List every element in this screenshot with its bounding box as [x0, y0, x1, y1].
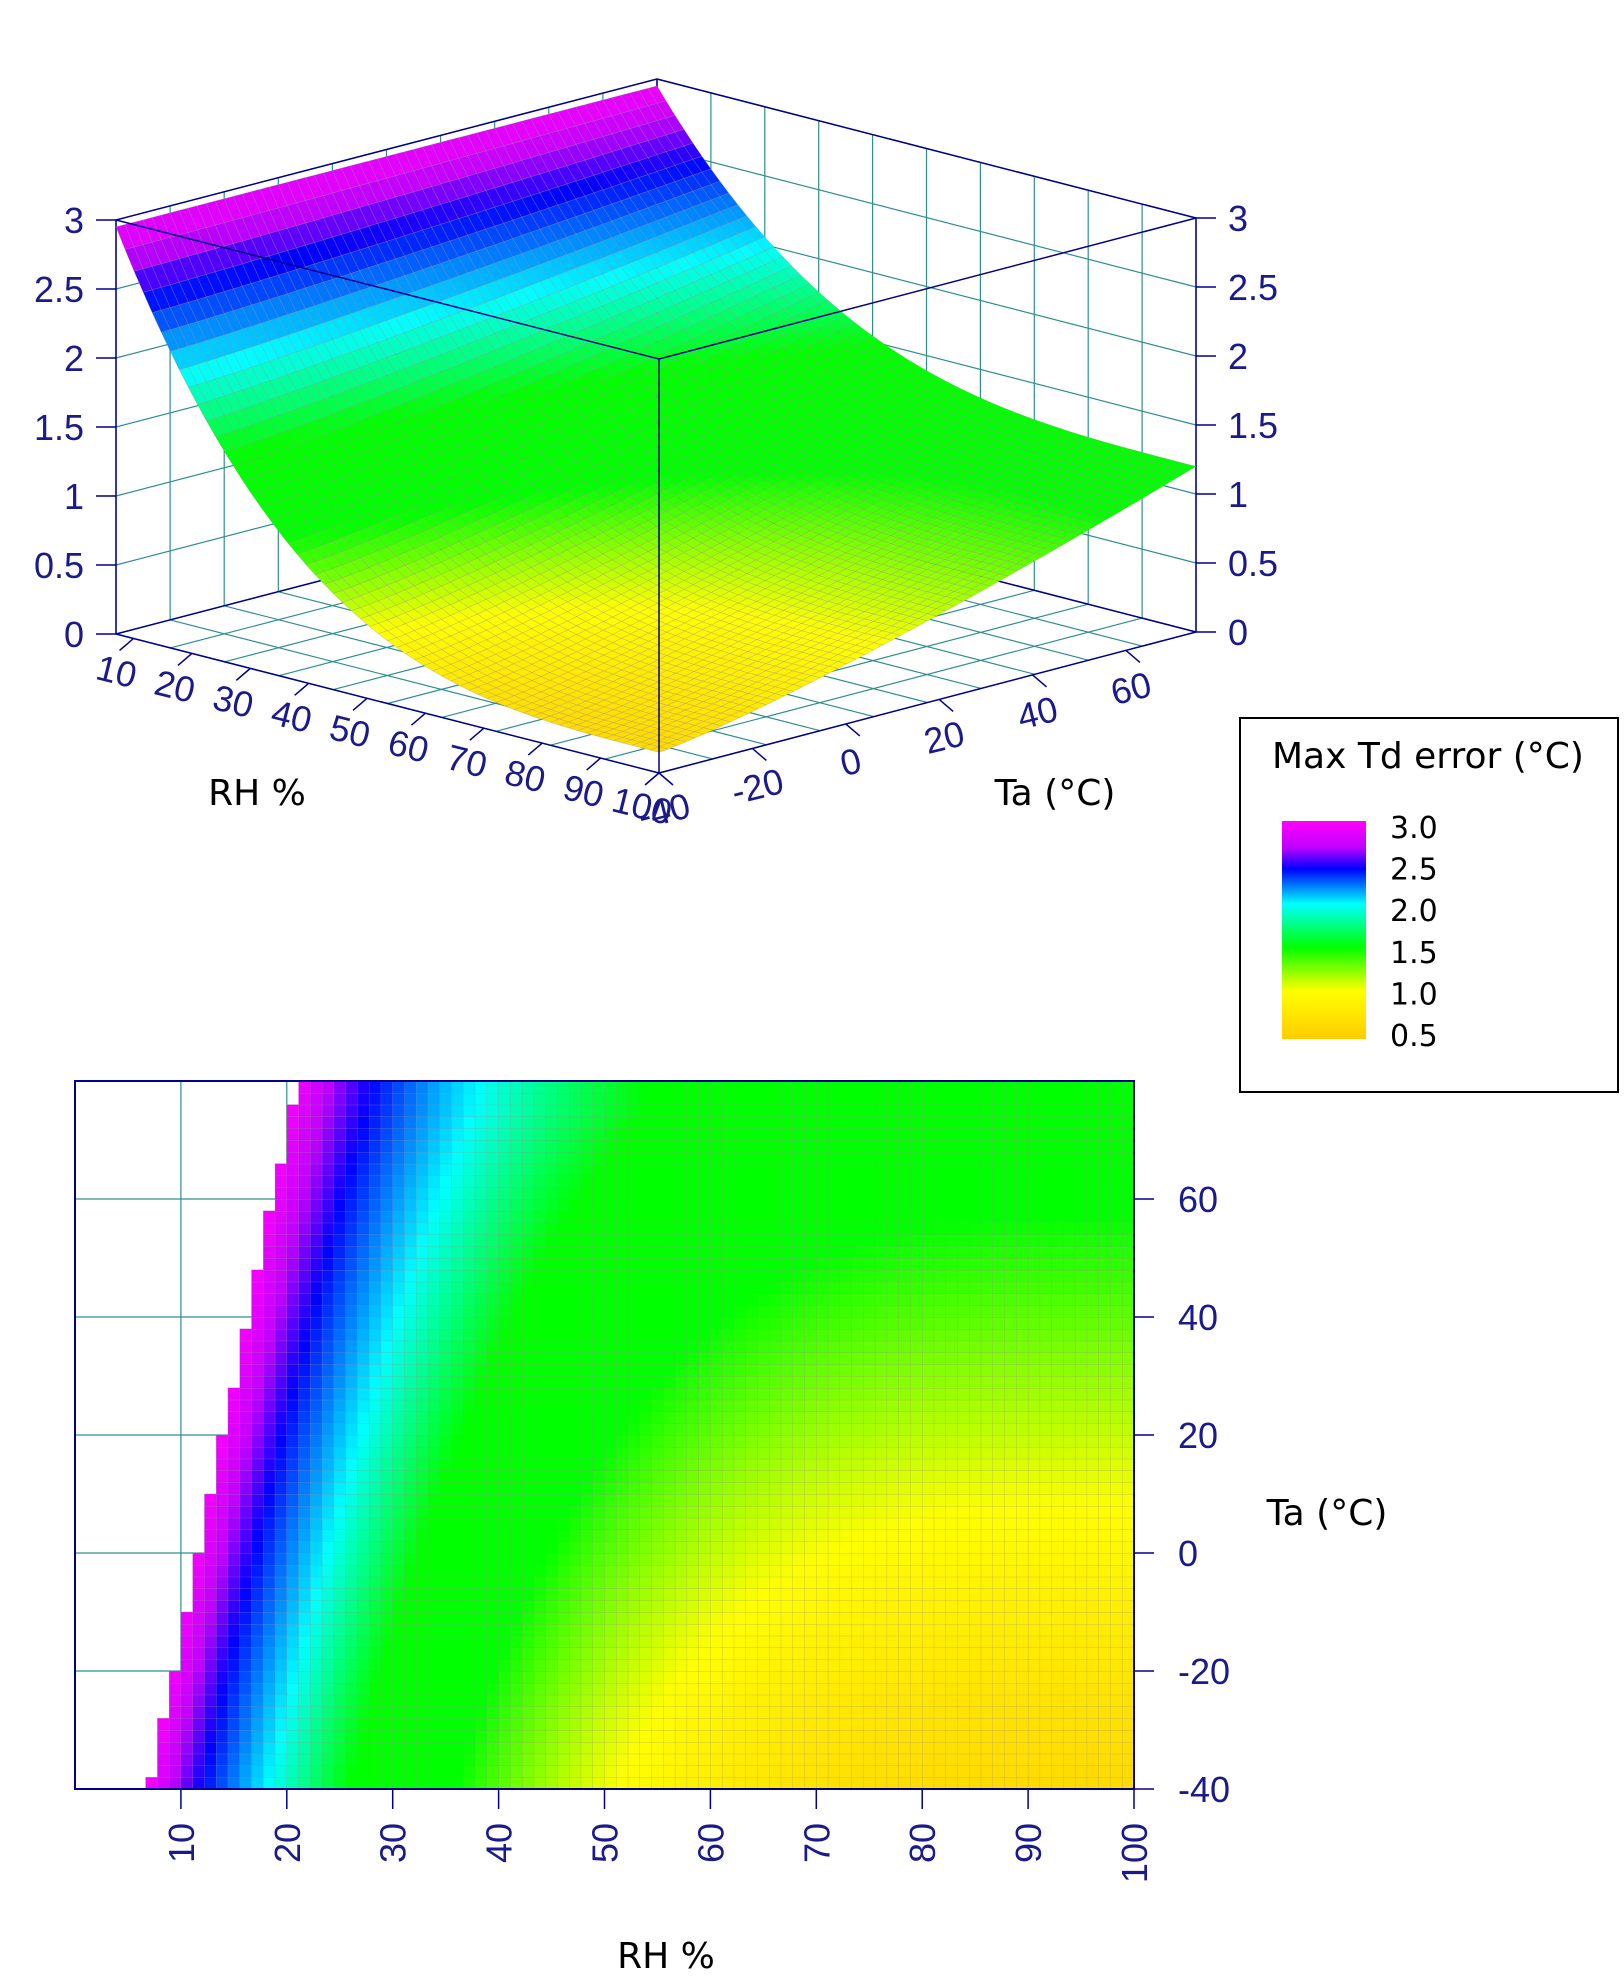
- legend-label: 3.0: [1390, 811, 1438, 846]
- surface-mesh: [115, 85, 1197, 753]
- legend-label: 2.0: [1390, 894, 1438, 929]
- legend-color-bar: [1282, 821, 1366, 1039]
- heatmap-y-tick: 40: [1178, 1297, 1218, 1338]
- legend-labels: 3.0 2.5 2.0 1.5 1.0 0.5: [1390, 811, 1438, 1054]
- rh-tick: 80: [501, 751, 550, 800]
- heatmap-mesh: [145, 1081, 1134, 1789]
- rh-tick: 60: [384, 721, 433, 770]
- legend-label: 1.5: [1390, 936, 1438, 971]
- rh-tick: 10: [92, 647, 141, 696]
- heatmap-ticks: -40 -20 0 20 40 60 10 20 30 40 50 60 70 80 90 100: [161, 1179, 1230, 1883]
- z-tick-left: 3: [64, 200, 84, 241]
- z-tick-left: 2.5: [34, 269, 84, 310]
- heatmap-y-label: Ta (°C): [1266, 1493, 1388, 1534]
- rh-tick: 70: [442, 736, 491, 785]
- z-tick-left: 0.5: [34, 545, 84, 586]
- ta-tick: 20: [920, 713, 969, 762]
- heatmap-x-tick: 10: [161, 1823, 202, 1863]
- z-tick-right: 1: [1228, 474, 1248, 515]
- z-tick-right: 1.5: [1228, 405, 1278, 446]
- ta-tick: 0: [836, 740, 865, 785]
- legend-label: 2.5: [1390, 853, 1438, 888]
- heatmap-x-tick: 60: [690, 1823, 731, 1863]
- heatmap-x-tick: 80: [902, 1823, 943, 1863]
- surface-3d-chart: 0 00.5 0.51 11.5 1.52 22.5 2.53 310 20 30 40 50 60 70…: [34, 78, 1278, 837]
- rh-axis-label: RH %: [208, 773, 306, 814]
- z-tick-left: 2: [64, 338, 84, 379]
- heatmap-x-label: RH %: [617, 1936, 715, 1977]
- heatmap-y-tick: 20: [1178, 1415, 1218, 1456]
- z-tick-right: 2.5: [1228, 267, 1278, 308]
- rh-tick: 20: [151, 662, 200, 711]
- z-tick-left: 0: [64, 614, 84, 655]
- heatmap-y-tick: 0: [1178, 1533, 1198, 1574]
- color-legend: Max Td error (°C) 3.0 2.5 2.0 1.5 1.0 0.5: [1239, 717, 1619, 1093]
- heatmap-x-tick: 100: [1114, 1823, 1155, 1883]
- ta-tick: 60: [1107, 664, 1156, 713]
- rh-tick: 40: [267, 691, 316, 740]
- heatmap-x-tick: 50: [585, 1823, 626, 1863]
- z-tick-right: 0.5: [1228, 543, 1278, 584]
- heatmap-x-tick: 30: [373, 1823, 414, 1863]
- axis-ticks: 0 00.5 0.51 11.5 1.52 22.5 2.53 310 20 30 40 50 60 70…: [34, 198, 1278, 837]
- legend-label: 0.5: [1390, 1019, 1438, 1054]
- z-tick-left: 1.5: [34, 407, 84, 448]
- heatmap-x-tick: 40: [479, 1823, 520, 1863]
- z-tick-right: 2: [1228, 336, 1248, 377]
- heatmap-y-tick: 60: [1178, 1179, 1218, 1220]
- heatmap-x-tick: 90: [1008, 1823, 1049, 1863]
- ta-tick: 40: [1013, 688, 1062, 737]
- heatmap-x-tick: 20: [267, 1823, 308, 1863]
- legend-label: 1.0: [1390, 977, 1438, 1012]
- heatmap-x-tick: 70: [796, 1823, 837, 1863]
- legend-title: Max Td error (°C): [1272, 736, 1584, 777]
- rh-tick: 90: [559, 766, 608, 815]
- rh-tick: 50: [326, 706, 375, 755]
- ta-tick: -20: [727, 760, 787, 812]
- z-tick-right: 3: [1228, 198, 1248, 239]
- ta-axis-label: Ta (°C): [994, 773, 1116, 814]
- rh-tick: 30: [209, 677, 258, 726]
- heatmap-y-tick: -40: [1178, 1769, 1230, 1810]
- z-tick-left: 1: [64, 476, 84, 517]
- heatmap-y-tick: -20: [1178, 1651, 1230, 1692]
- z-tick-right: 0: [1228, 612, 1248, 653]
- front-box-edges: [115, 217, 1197, 774]
